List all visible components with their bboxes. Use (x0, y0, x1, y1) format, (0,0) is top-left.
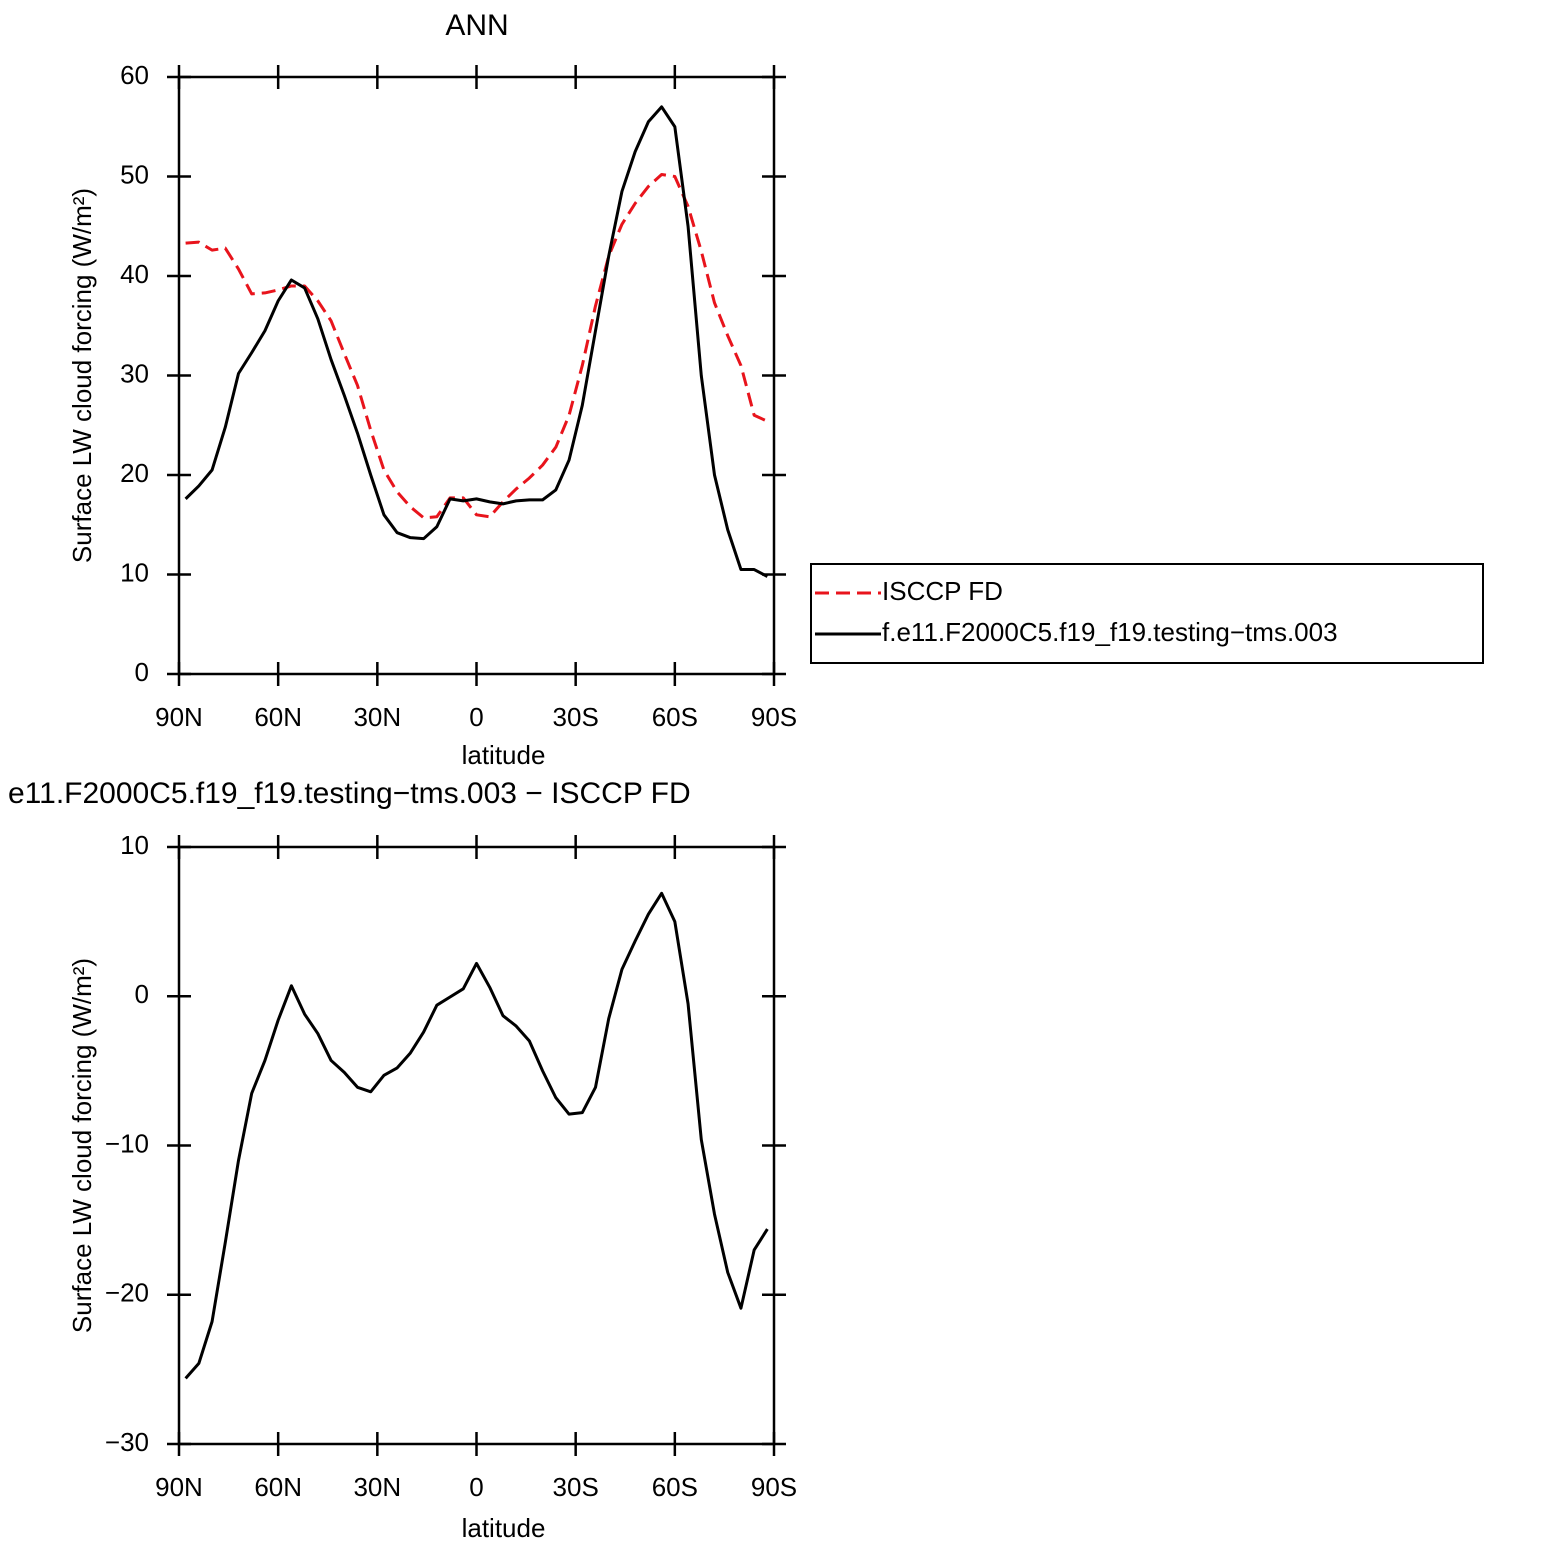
x-tick-label: 60S (652, 702, 698, 732)
x-tick-label: 60S (652, 1472, 698, 1502)
x-tick-label: 0 (469, 702, 483, 732)
chart-title: e11.F2000C5.f19_f19.testing−tms.003 − IS… (8, 777, 691, 810)
plot-frame (177, 845, 776, 1446)
x-tick-label: 90N (155, 702, 203, 732)
legend-box (810, 563, 1484, 664)
y-tick-label: 30 (120, 358, 149, 388)
y-tick-label: −10 (105, 1128, 149, 1158)
x-tick-label: 60N (254, 1472, 302, 1502)
x-tick-label: 30N (353, 702, 401, 732)
y-axis-label: Surface LW cloud forcing (W/m²) (67, 188, 97, 563)
x-tick-label: 60N (254, 702, 302, 732)
y-tick-label: 50 (120, 159, 149, 189)
x-axis-label: latitude (462, 1513, 546, 1543)
y-tick-label: 10 (120, 557, 149, 587)
plot-frame (177, 75, 776, 676)
chart-title: ANN (445, 9, 508, 42)
x-axis-label: latitude (462, 740, 546, 770)
y-tick-label: 40 (120, 259, 149, 289)
y-tick-label: 0 (135, 657, 149, 687)
x-tick-label: 30S (553, 702, 599, 732)
x-tick-label: 90N (155, 1472, 203, 1502)
data-line (184, 891, 769, 1380)
legend-label: f.e11.F2000C5.f19_f19.testing−tms.003 (882, 617, 1338, 647)
y-tick-label: −20 (105, 1278, 149, 1308)
x-tick-label: 0 (469, 1472, 483, 1502)
legend-label: ISCCP FD (882, 576, 1003, 606)
y-tick-label: 10 (120, 830, 149, 860)
y-tick-label: −30 (105, 1427, 149, 1457)
x-tick-label: 30N (353, 1472, 401, 1502)
data-line (184, 105, 769, 578)
y-axis-label: Surface LW cloud forcing (W/m²) (67, 958, 97, 1333)
x-tick-label: 90S (751, 1472, 797, 1502)
y-tick-label: 20 (120, 458, 149, 488)
y-tick-label: 60 (120, 60, 149, 90)
x-tick-label: 30S (553, 1472, 599, 1502)
data-line (185, 173, 769, 520)
x-tick-label: 90S (751, 702, 797, 732)
y-tick-label: 0 (135, 979, 149, 1009)
